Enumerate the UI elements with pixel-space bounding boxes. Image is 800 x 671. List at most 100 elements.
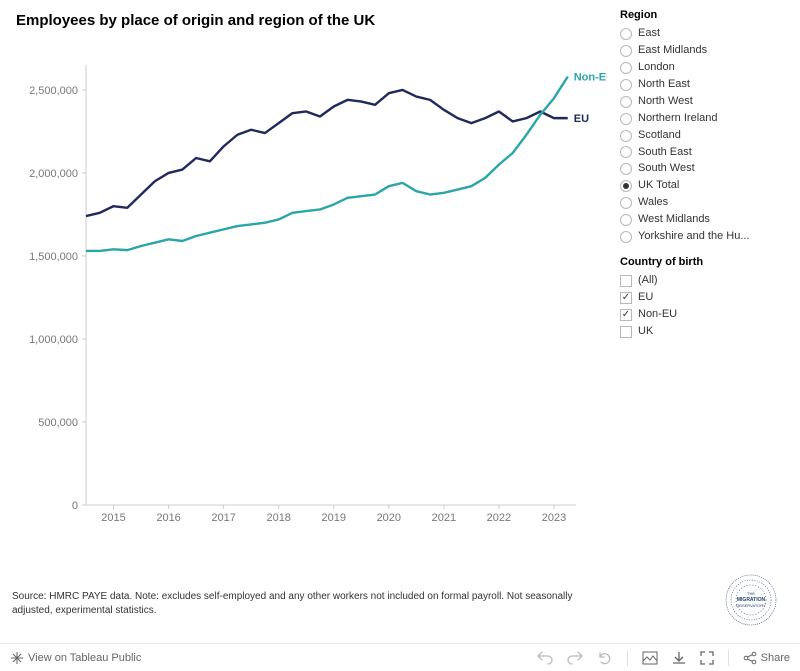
cob-option[interactable]: UK	[620, 324, 788, 340]
region-option[interactable]: London	[620, 60, 788, 76]
region-option[interactable]: East	[620, 26, 788, 42]
chart-column: Employees by place of origin and region …	[12, 8, 612, 535]
region-option-label: London	[638, 60, 675, 76]
radio-icon	[620, 62, 632, 74]
redo-icon	[567, 651, 583, 665]
region-option[interactable]: Wales	[620, 195, 788, 211]
svg-text:0: 0	[72, 500, 78, 512]
region-option[interactable]: South East	[620, 145, 788, 161]
filter-panel: Region EastEast MidlandsLondonNorth East…	[612, 8, 788, 535]
region-option[interactable]: North West	[620, 94, 788, 110]
svg-text:2022: 2022	[487, 512, 511, 524]
cob-option[interactable]: (All)	[620, 273, 788, 289]
toolbar-separator	[728, 650, 729, 666]
checkbox-icon	[620, 309, 632, 321]
svg-text:2020: 2020	[377, 512, 401, 524]
reset-button[interactable]	[597, 651, 613, 665]
radio-icon	[620, 130, 632, 142]
redo-button[interactable]	[567, 651, 583, 665]
download-icon	[672, 651, 686, 665]
cob-option[interactable]: Non-EU	[620, 307, 788, 323]
cob-heading: Country of birth	[620, 255, 788, 271]
view-on-tableau-button[interactable]: View on Tableau Public	[10, 651, 141, 665]
region-option-label: South East	[638, 145, 692, 161]
chart-title: Employees by place of origin and region …	[16, 12, 612, 29]
radio-icon	[620, 180, 632, 192]
region-option[interactable]: East Midlands	[620, 43, 788, 59]
checkbox-icon	[620, 275, 632, 287]
svg-text:2015: 2015	[101, 512, 125, 524]
radio-icon	[620, 79, 632, 91]
radio-icon	[620, 146, 632, 158]
tableau-toolbar: View on Tableau Public Share	[0, 643, 800, 671]
cob-option[interactable]: EU	[620, 290, 788, 306]
radio-icon	[620, 96, 632, 108]
cob-filter-list: (All)EUNon-EUUK	[620, 273, 788, 340]
view-label: View on Tableau Public	[28, 652, 141, 664]
svg-text:500,000: 500,000	[38, 417, 78, 429]
main-area: Employees by place of origin and region …	[0, 0, 800, 535]
region-option-label: Wales	[638, 195, 668, 211]
radio-icon	[620, 231, 632, 243]
download-button[interactable]	[672, 651, 686, 665]
svg-text:2019: 2019	[322, 512, 346, 524]
region-heading: Region	[620, 8, 788, 24]
region-option[interactable]: North East	[620, 77, 788, 93]
svg-text:2,000,000: 2,000,000	[29, 168, 78, 180]
region-option-label: North East	[638, 77, 690, 93]
source-note: Source: HMRC PAYE data. Note: excludes s…	[12, 590, 592, 617]
cob-option-label: UK	[638, 324, 653, 340]
checkbox-icon	[620, 292, 632, 304]
svg-text:Non-EU: Non-EU	[574, 72, 607, 84]
fullscreen-icon	[700, 651, 714, 665]
region-option-label: Yorkshire and the Hu...	[638, 229, 750, 245]
region-option-label: UK Total	[638, 178, 679, 194]
undo-button[interactable]	[537, 651, 553, 665]
radio-icon	[620, 197, 632, 209]
region-option-label: Scotland	[638, 128, 681, 144]
region-filter-list: EastEast MidlandsLondonNorth EastNorth W…	[620, 26, 788, 245]
logo-text: THE	[747, 591, 755, 596]
region-option-label: South West	[638, 161, 695, 177]
tableau-logo-icon	[10, 651, 24, 665]
fullscreen-button[interactable]	[700, 651, 714, 665]
chart: 0 500,000 1,000,000 1,500,000 2,000,000 2,500…	[12, 35, 607, 535]
svg-text:2021: 2021	[432, 512, 456, 524]
radio-icon	[620, 214, 632, 226]
image-icon	[642, 651, 658, 665]
svg-text:2017: 2017	[211, 512, 235, 524]
radio-icon	[620, 45, 632, 57]
region-option-label: East	[638, 26, 660, 42]
region-option-label: West Midlands	[638, 212, 710, 228]
share-label: Share	[761, 652, 790, 664]
image-button[interactable]	[642, 651, 658, 665]
region-option[interactable]: West Midlands	[620, 212, 788, 228]
toolbar-separator	[627, 650, 628, 666]
region-option[interactable]: Scotland	[620, 128, 788, 144]
radio-icon	[620, 28, 632, 40]
region-option[interactable]: Northern Ireland	[620, 111, 788, 127]
cob-option-label: (All)	[638, 273, 658, 289]
svg-text:2018: 2018	[266, 512, 290, 524]
svg-text:1,000,000: 1,000,000	[29, 334, 78, 346]
region-option-label: Northern Ireland	[638, 111, 718, 127]
share-icon	[743, 651, 757, 665]
region-option[interactable]: UK Total	[620, 178, 788, 194]
undo-icon	[537, 651, 553, 665]
region-option[interactable]: Yorkshire and the Hu...	[620, 229, 788, 245]
svg-text:OBSERVATORY: OBSERVATORY	[736, 603, 766, 608]
svg-text:2016: 2016	[156, 512, 180, 524]
share-button[interactable]: Share	[743, 651, 790, 665]
radio-icon	[620, 163, 632, 175]
checkbox-icon	[620, 326, 632, 338]
reset-icon	[597, 651, 613, 665]
region-option[interactable]: South West	[620, 161, 788, 177]
svg-text:EU: EU	[574, 113, 589, 125]
radio-icon	[620, 113, 632, 125]
svg-text:1,500,000: 1,500,000	[29, 251, 78, 263]
svg-text:2,500,000: 2,500,000	[29, 85, 78, 97]
region-option-label: East Midlands	[638, 43, 707, 59]
region-option-label: North West	[638, 94, 693, 110]
migration-observatory-logo: THE MIGRATION OBSERVATORY	[724, 573, 778, 627]
svg-text:2023: 2023	[542, 512, 566, 524]
